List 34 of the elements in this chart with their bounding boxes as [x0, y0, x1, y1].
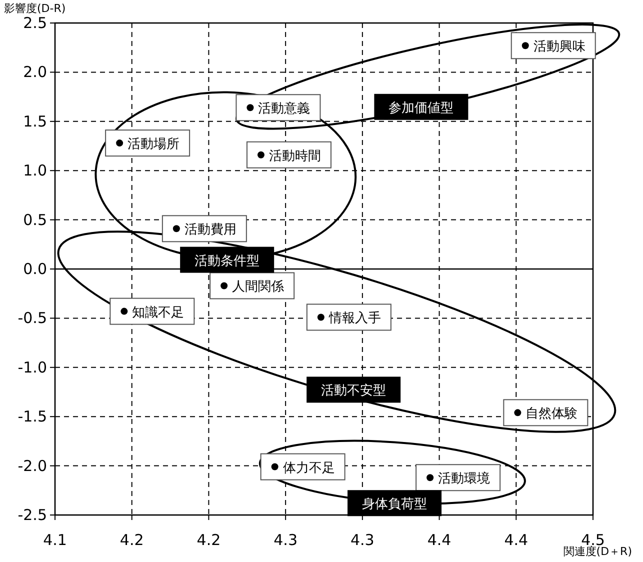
data-label: 体力不足: [282, 460, 335, 476]
y-axis-title: 影響度(D-R): [4, 2, 66, 15]
y-tick-label: -1.0: [18, 358, 47, 376]
y-tick-label: 2.0: [23, 63, 47, 82]
y-tick-label: 0.5: [23, 210, 47, 229]
series-label: 身体負荷型: [362, 497, 428, 512]
y-tick-label: -1.5: [18, 408, 47, 426]
y-tick-label: -0.5: [18, 309, 47, 328]
data-label: 知識不足: [132, 305, 184, 320]
x-tick-label: 4.4: [504, 531, 528, 549]
text: 活動不安型: [321, 382, 386, 399]
x-tick-label: 4.3: [274, 531, 298, 549]
x-tick-label: 4.2: [196, 531, 221, 549]
point: [426, 474, 434, 482]
y-tick-label: -2.0: [18, 456, 47, 475]
point: [317, 314, 324, 321]
y-tick-label: 1.5: [23, 112, 47, 130]
data-label: 自然体験: [526, 406, 578, 422]
point: [220, 282, 228, 290]
point: [120, 308, 128, 315]
data-label: 情報入手: [328, 311, 381, 326]
data-label: 活動環境: [438, 470, 490, 487]
point: [271, 463, 278, 470]
x-tick-label: 4.4: [427, 531, 452, 549]
y-tick-label: 0.0: [23, 260, 47, 278]
x-tick-label: 4.3: [350, 531, 374, 549]
y-tick-label: 1.0: [23, 162, 47, 180]
point: [514, 409, 522, 416]
y-tick-label: -2.5: [18, 506, 47, 524]
x-tick-label: 4.2: [120, 531, 144, 549]
x-tick-label: 4.1: [43, 531, 67, 549]
y-tick-label: 2.5: [23, 14, 47, 32]
data-label: 人間関係: [232, 280, 284, 295]
x-axis-title: 関連度(D＋R): [563, 545, 632, 558]
